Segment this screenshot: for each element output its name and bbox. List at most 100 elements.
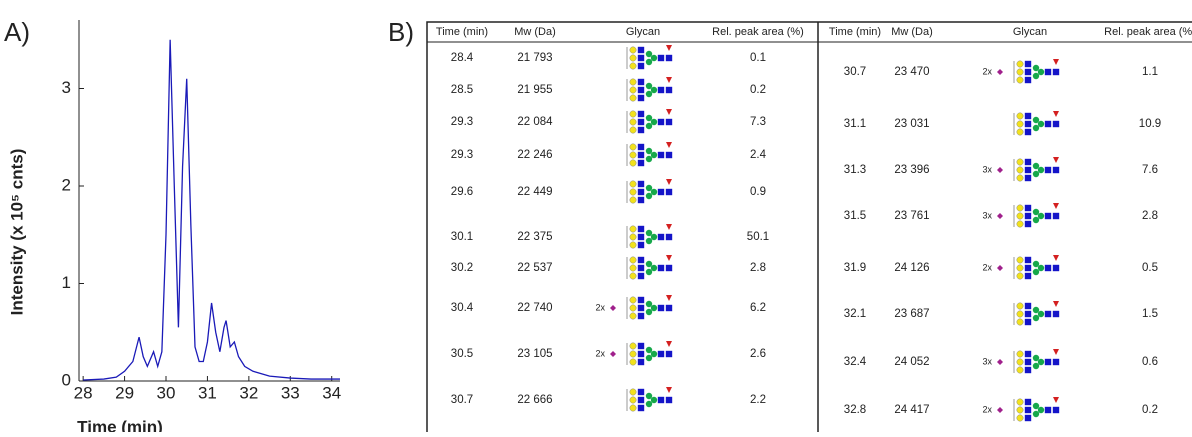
time-cell: 29.3 <box>451 149 473 161</box>
glycan-icon <box>626 45 673 70</box>
area-cell: 10.9 <box>1139 118 1161 130</box>
area-cell: 0.2 <box>1142 404 1158 416</box>
mw-cell: 22 666 <box>517 394 552 406</box>
glcnac <box>657 188 665 196</box>
y-tick-label: 2 <box>62 175 71 194</box>
glcnac <box>657 54 665 62</box>
glcnac <box>1052 264 1060 272</box>
mw-cell: 22 449 <box>517 186 552 198</box>
mannose <box>645 300 653 308</box>
panel-label: B) <box>388 17 414 47</box>
glcnac <box>637 388 645 396</box>
chromatogram-line <box>83 39 340 381</box>
glcnac <box>1044 120 1052 128</box>
galactose <box>629 225 637 233</box>
glycan-icon <box>626 341 673 366</box>
x-axis-label: Time (min) <box>77 417 163 432</box>
galactose <box>629 358 637 366</box>
glcnac <box>665 396 673 404</box>
galactose <box>1016 128 1024 136</box>
sialic-acid <box>610 305 616 311</box>
time-cell: 29.3 <box>451 116 473 128</box>
glcnac <box>1052 120 1060 128</box>
galactose <box>1016 158 1024 166</box>
sialic-acid <box>997 359 1003 365</box>
fucose <box>666 45 672 51</box>
glcnac <box>637 62 645 70</box>
mannose <box>645 346 653 354</box>
area-cell: 0.9 <box>750 186 766 198</box>
area-cell: 50.1 <box>747 231 769 243</box>
time-cell: 29.6 <box>451 186 473 198</box>
area-cell: 2.6 <box>750 348 766 360</box>
glcnac <box>637 404 645 412</box>
mw-cell: 23 031 <box>894 118 929 130</box>
mw-cell: 24 052 <box>894 356 929 368</box>
galactose <box>1016 212 1024 220</box>
glcnac <box>637 342 645 350</box>
mannose <box>1032 306 1040 314</box>
glcnac <box>1024 158 1032 166</box>
galactose <box>1016 414 1024 422</box>
galactose <box>629 342 637 350</box>
area-cell: 7.3 <box>750 116 766 128</box>
mw-cell: 23 105 <box>517 348 552 360</box>
glcnac <box>657 86 665 94</box>
glcnac <box>665 350 673 358</box>
mannose <box>1032 402 1040 410</box>
glycan-note: 3x <box>982 210 992 220</box>
galactose <box>629 151 637 159</box>
glcnac <box>657 304 665 312</box>
glcnac <box>1024 68 1032 76</box>
glcnac <box>637 159 645 167</box>
sialic-acid <box>610 351 616 357</box>
fucose <box>1053 255 1059 261</box>
mannose <box>645 308 653 316</box>
mannose <box>1032 216 1040 224</box>
glycan-note: 2x <box>982 262 992 272</box>
x-tick-label: 33 <box>281 383 300 402</box>
glcnac <box>637 312 645 320</box>
x-tick-label: 30 <box>157 383 176 402</box>
mannose <box>1032 362 1040 370</box>
time-cell: 28.5 <box>451 84 473 96</box>
mw-cell: 24 126 <box>894 262 929 274</box>
glcnac <box>637 78 645 86</box>
mannose <box>650 233 658 241</box>
mannose <box>645 392 653 400</box>
y-tick-label: 0 <box>62 370 71 389</box>
time-cell: 31.1 <box>844 118 866 130</box>
galactose <box>1016 302 1024 310</box>
galactose <box>629 180 637 188</box>
galactose <box>629 54 637 62</box>
mw-cell: 22 537 <box>517 262 552 274</box>
glcnac <box>1024 204 1032 212</box>
column-header: Rel. peak area (%) <box>1104 26 1192 38</box>
column-header: Rel. peak area (%) <box>712 26 804 38</box>
galactose <box>629 143 637 151</box>
fucose <box>666 224 672 230</box>
mw-cell: 22 084 <box>517 116 553 128</box>
sialic-acid <box>997 265 1003 271</box>
time-cell: 30.1 <box>451 231 473 243</box>
glycan-icon <box>1013 203 1060 228</box>
glycan-icon <box>1013 59 1060 84</box>
glcnac <box>1024 220 1032 228</box>
fucose <box>666 255 672 261</box>
mannose <box>1037 68 1045 76</box>
mannose <box>645 260 653 268</box>
time-cell: 30.4 <box>451 302 474 314</box>
mannose <box>1037 264 1045 272</box>
glcnac <box>637 241 645 249</box>
mannose <box>645 82 653 90</box>
time-cell: 30.7 <box>844 66 866 78</box>
glcnac <box>1044 166 1052 174</box>
column-header: Mw (Da) <box>891 26 933 38</box>
area-cell: 1.5 <box>1142 308 1158 320</box>
glycan-icon <box>1013 111 1060 136</box>
glcnac <box>1044 68 1052 76</box>
mannose <box>645 237 653 245</box>
mannose <box>1032 64 1040 72</box>
glycan-icon <box>1013 255 1060 280</box>
glcnac <box>1052 68 1060 76</box>
